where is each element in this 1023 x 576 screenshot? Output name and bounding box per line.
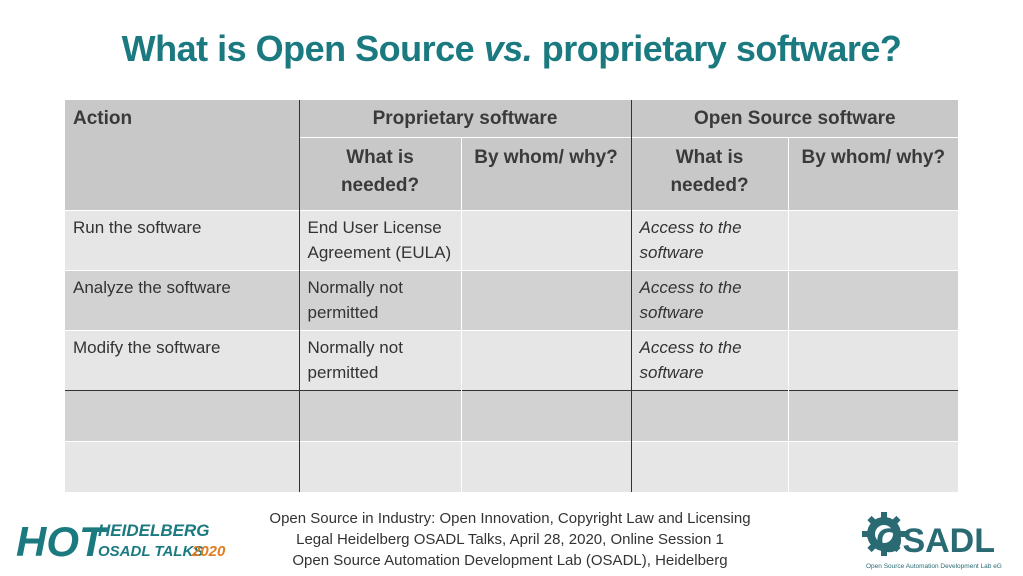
cell-os-need: Access to the software (630, 270, 789, 331)
table-row: Run the software End User License Agreem… (65, 210, 959, 271)
cell-prop-who (460, 390, 632, 442)
subheader-os-what: What is needed? (630, 137, 789, 211)
cell-prop-who (460, 441, 632, 492)
cell-os-need (630, 390, 789, 442)
subheader-os-who: By whom/ why? (787, 137, 959, 211)
cell-prop-need: End User License Agreement (EULA) (298, 210, 461, 271)
subheader-prop-what: What is needed? (298, 137, 461, 211)
gear-icon (862, 512, 906, 556)
cell-os-need: Access to the software (630, 210, 789, 271)
footer-text: Open Source in Industry: Open Innovation… (260, 508, 760, 571)
osadl-logo-name: OSADL (876, 522, 995, 560)
table-header-row: Action Proprietary software Open Source … (65, 100, 959, 211)
cell-prop-who (460, 330, 632, 391)
cell-os-who (787, 210, 959, 271)
cell-os-who (787, 330, 959, 391)
subheader-prop-who: By whom/ why? (460, 137, 632, 211)
cell-action (65, 441, 299, 492)
header-action: Action (65, 100, 299, 211)
cell-os-need: Access to the software (630, 330, 789, 391)
cell-action: Modify the software (65, 330, 299, 391)
cell-prop-who (460, 210, 632, 271)
cell-os-who (787, 441, 959, 492)
cell-action: Analyze the software (65, 270, 299, 331)
comparison-table: Action Proprietary software Open Source … (65, 100, 959, 492)
osadl-logo: OSADL Open Source Automation Development… (862, 512, 1002, 570)
cell-prop-need (298, 390, 461, 442)
cell-os-who (787, 390, 959, 442)
hot-heidelberg-logo: HOT HEIDELBERG OSADL TALKS 2020 (16, 518, 226, 562)
table-row (65, 441, 959, 492)
footer-line1: Open Source in Industry: Open Innovation… (269, 510, 751, 527)
title-part1: What is Open Source (121, 28, 475, 69)
table-row (65, 390, 959, 442)
hot-logo-line1: HEIDELBERG (98, 521, 209, 540)
cell-action (65, 390, 299, 442)
header-proprietary: Proprietary software (298, 100, 632, 138)
hot-logo-line2b: 2020 (191, 543, 226, 560)
table-subheader-row: What is needed? By whom/ why? What is ne… (65, 137, 959, 211)
footer-line3: Open Source Automation Development Lab (… (292, 552, 728, 569)
cell-prop-need: Normally not permitted (298, 270, 461, 331)
slide-title: What is Open Source vs. proprietary soft… (0, 28, 1023, 70)
footer-line2: Legal Heidelberg OSADL Talks, April 28, … (296, 531, 724, 548)
osadl-logo-subtitle: Open Source Automation Development Lab e… (866, 563, 1002, 570)
header-open-source: Open Source software (630, 100, 959, 138)
table-row: Modify the software Normally not permitt… (65, 330, 959, 391)
cell-os-who (787, 270, 959, 331)
hot-logo-big-text: HOT (16, 518, 108, 562)
table-row: Analyze the software Normally not permit… (65, 270, 959, 331)
hot-logo-line2a: OSADL TALKS (98, 543, 203, 560)
title-vs: vs. (483, 28, 533, 69)
cell-prop-need: Normally not permitted (298, 330, 461, 391)
title-part2: proprietary software? (541, 28, 902, 69)
cell-action: Run the software (65, 210, 299, 271)
cell-prop-need (298, 441, 461, 492)
cell-prop-who (460, 270, 632, 331)
cell-os-need (630, 441, 789, 492)
